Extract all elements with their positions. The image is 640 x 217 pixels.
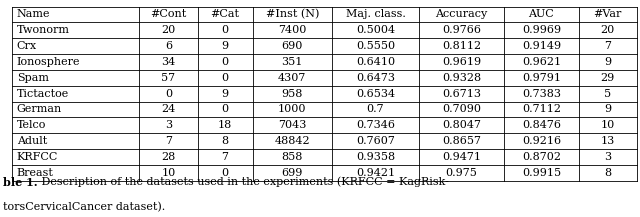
Text: Name: Name bbox=[17, 9, 50, 20]
Text: #Var: #Var bbox=[593, 9, 622, 20]
Text: 0.9149: 0.9149 bbox=[522, 41, 561, 51]
Text: 24: 24 bbox=[161, 104, 175, 115]
Text: Description of the datasets used in the experiments (KRFCC = KagRisk-: Description of the datasets used in the … bbox=[38, 177, 449, 187]
Text: 5: 5 bbox=[604, 89, 611, 99]
Text: Maj. class.: Maj. class. bbox=[346, 9, 406, 20]
Text: 9: 9 bbox=[604, 57, 611, 67]
Text: 20: 20 bbox=[600, 25, 615, 35]
Text: 0.6713: 0.6713 bbox=[442, 89, 481, 99]
Text: 18: 18 bbox=[218, 120, 232, 130]
Text: 7: 7 bbox=[165, 136, 172, 146]
Text: 6: 6 bbox=[165, 41, 172, 51]
Text: torsCervicalCancer dataset).: torsCervicalCancer dataset). bbox=[3, 202, 166, 212]
Text: 10: 10 bbox=[161, 168, 175, 178]
Text: 858: 858 bbox=[282, 152, 303, 162]
Text: Ionosphere: Ionosphere bbox=[17, 57, 80, 67]
Text: 9: 9 bbox=[221, 41, 228, 51]
Text: 0: 0 bbox=[221, 168, 228, 178]
Text: 0.8657: 0.8657 bbox=[442, 136, 481, 146]
Text: 8: 8 bbox=[221, 136, 228, 146]
Text: 0.9216: 0.9216 bbox=[522, 136, 561, 146]
Text: 351: 351 bbox=[282, 57, 303, 67]
Text: 7: 7 bbox=[221, 152, 228, 162]
Text: 1000: 1000 bbox=[278, 104, 307, 115]
Text: 0.7383: 0.7383 bbox=[522, 89, 561, 99]
Text: 0.8476: 0.8476 bbox=[522, 120, 561, 130]
Text: Spam: Spam bbox=[17, 73, 49, 83]
Text: 0: 0 bbox=[165, 89, 172, 99]
Text: Telco: Telco bbox=[17, 120, 46, 130]
Text: 0.9621: 0.9621 bbox=[522, 57, 561, 67]
Text: 0.7346: 0.7346 bbox=[356, 120, 395, 130]
Text: 48842: 48842 bbox=[275, 136, 310, 146]
Text: 0: 0 bbox=[221, 57, 228, 67]
Text: 0.7607: 0.7607 bbox=[356, 136, 395, 146]
Text: 28: 28 bbox=[161, 152, 175, 162]
Text: 0.9358: 0.9358 bbox=[356, 152, 395, 162]
Text: 0.7112: 0.7112 bbox=[522, 104, 561, 115]
Text: 3: 3 bbox=[604, 152, 611, 162]
Text: 0.9766: 0.9766 bbox=[442, 25, 481, 35]
Text: 690: 690 bbox=[282, 41, 303, 51]
Text: 699: 699 bbox=[282, 168, 303, 178]
Text: 0.9619: 0.9619 bbox=[442, 57, 481, 67]
Text: 0.9471: 0.9471 bbox=[442, 152, 481, 162]
Text: 0.975: 0.975 bbox=[445, 168, 477, 178]
Text: 0.9969: 0.9969 bbox=[522, 25, 561, 35]
Text: 0: 0 bbox=[221, 25, 228, 35]
Text: 8: 8 bbox=[604, 168, 611, 178]
Text: 7400: 7400 bbox=[278, 25, 307, 35]
Text: 4307: 4307 bbox=[278, 73, 307, 83]
Text: #Inst (N): #Inst (N) bbox=[266, 9, 319, 20]
Text: 0.8702: 0.8702 bbox=[522, 152, 561, 162]
Text: Breast: Breast bbox=[17, 168, 54, 178]
Text: 0: 0 bbox=[221, 73, 228, 83]
Text: ble 1.: ble 1. bbox=[3, 177, 38, 188]
Text: 0.6473: 0.6473 bbox=[356, 73, 395, 83]
Text: AUC: AUC bbox=[529, 9, 554, 20]
Text: Tictactoe: Tictactoe bbox=[17, 89, 69, 99]
Text: Crx: Crx bbox=[17, 41, 36, 51]
Text: #Cat: #Cat bbox=[211, 9, 239, 20]
Text: 0.5004: 0.5004 bbox=[356, 25, 395, 35]
Text: 20: 20 bbox=[161, 25, 175, 35]
Text: 0.9791: 0.9791 bbox=[522, 73, 561, 83]
Text: 0.5550: 0.5550 bbox=[356, 41, 395, 51]
Text: 0.6534: 0.6534 bbox=[356, 89, 395, 99]
Text: 0: 0 bbox=[221, 104, 228, 115]
Text: 0.9915: 0.9915 bbox=[522, 168, 561, 178]
Text: German: German bbox=[17, 104, 62, 115]
Text: Accuracy: Accuracy bbox=[436, 9, 488, 20]
Text: 9: 9 bbox=[221, 89, 228, 99]
Text: 29: 29 bbox=[600, 73, 615, 83]
Text: 0.6410: 0.6410 bbox=[356, 57, 395, 67]
Text: 13: 13 bbox=[600, 136, 615, 146]
Text: 0.7: 0.7 bbox=[367, 104, 385, 115]
Text: 0.7090: 0.7090 bbox=[442, 104, 481, 115]
Text: #Cont: #Cont bbox=[150, 9, 187, 20]
Text: 958: 958 bbox=[282, 89, 303, 99]
Text: 10: 10 bbox=[600, 120, 615, 130]
Text: Twonorm: Twonorm bbox=[17, 25, 70, 35]
Text: KRFCC: KRFCC bbox=[17, 152, 58, 162]
Text: 34: 34 bbox=[161, 57, 175, 67]
Text: 7043: 7043 bbox=[278, 120, 307, 130]
Text: 9: 9 bbox=[604, 104, 611, 115]
Text: 0.8047: 0.8047 bbox=[442, 120, 481, 130]
Text: 7: 7 bbox=[604, 41, 611, 51]
Text: 0.9421: 0.9421 bbox=[356, 168, 395, 178]
Text: Adult: Adult bbox=[17, 136, 47, 146]
Text: 3: 3 bbox=[165, 120, 172, 130]
Text: 0.9328: 0.9328 bbox=[442, 73, 481, 83]
Text: 57: 57 bbox=[161, 73, 175, 83]
Text: 0.8112: 0.8112 bbox=[442, 41, 481, 51]
